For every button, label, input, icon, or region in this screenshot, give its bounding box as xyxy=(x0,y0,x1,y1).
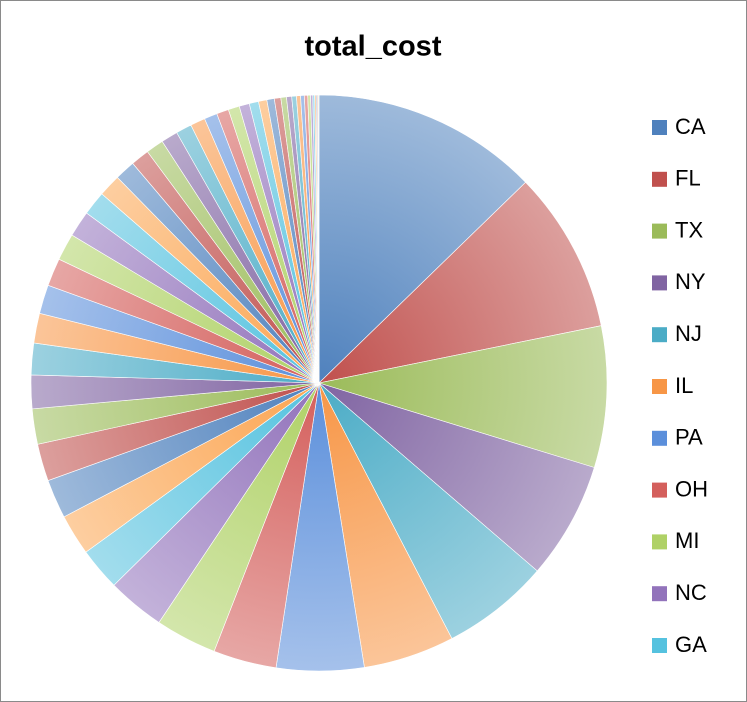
legend-label: MI xyxy=(675,528,699,553)
pie-slice xyxy=(318,382,595,572)
chart-title: total_cost xyxy=(305,31,442,63)
legend-label: NY xyxy=(675,269,706,294)
pie-slice xyxy=(318,181,602,384)
legend-label: NC xyxy=(675,580,707,605)
legend-label: PA xyxy=(675,425,703,450)
legend-label: IL xyxy=(675,373,693,398)
legend-label: NJ xyxy=(675,321,702,346)
legend-swatch xyxy=(652,482,667,498)
legend-swatch xyxy=(652,275,667,291)
legend-swatch xyxy=(652,379,667,394)
legend-label: CA xyxy=(675,114,706,139)
legend-label: OH xyxy=(675,476,708,501)
legend-swatch xyxy=(652,586,667,602)
legend-label: TX xyxy=(675,217,703,242)
legend-swatch xyxy=(652,120,667,135)
legend-swatch xyxy=(652,171,667,187)
pie-slice xyxy=(318,325,608,468)
pie-slice xyxy=(318,94,527,384)
legend-swatch xyxy=(652,223,667,239)
legend-swatch xyxy=(652,638,667,653)
legend-swatch xyxy=(652,430,667,446)
legend-label: GA xyxy=(675,632,707,657)
legend-label: FL xyxy=(675,166,701,191)
pie-slice xyxy=(317,94,320,384)
legend-swatch xyxy=(652,534,667,550)
legend-swatch xyxy=(652,327,667,343)
